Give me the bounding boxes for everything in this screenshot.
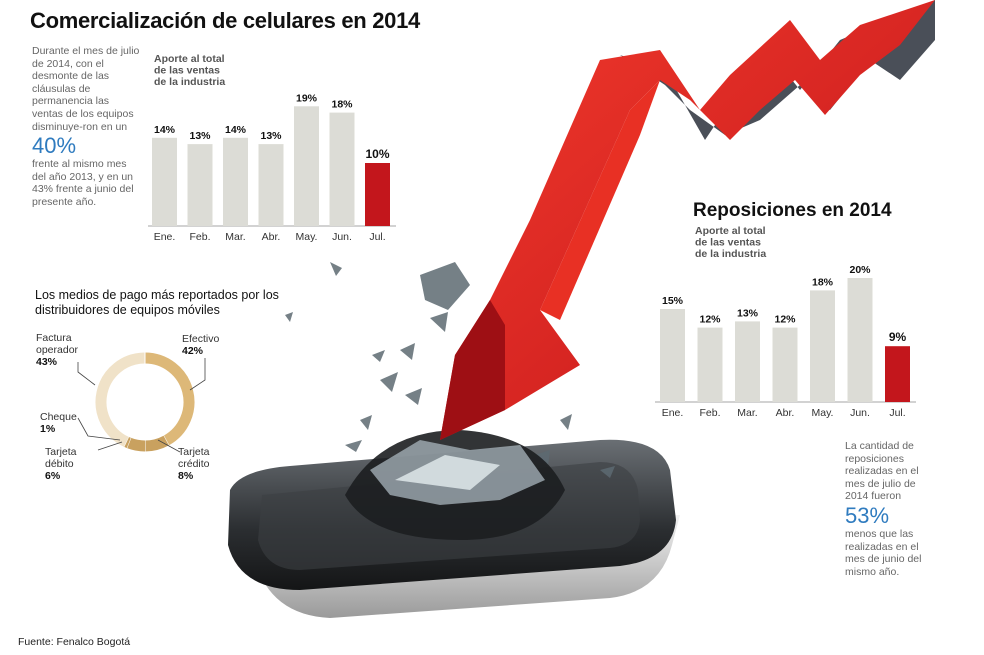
data-label: 14% <box>154 124 176 136</box>
tick-label: Abr. <box>262 231 281 243</box>
glass-shards-icon <box>285 262 615 478</box>
reposiciones-paragraph: La cantidad de reposiciones realizadas e… <box>845 440 925 578</box>
tick-label: May. <box>812 407 834 419</box>
bar-mar <box>735 321 760 402</box>
page-title: Comercialización de celulares en 2014 <box>30 8 420 33</box>
intro-paragraph: Durante el mes de julio de 2014, con el … <box>32 45 142 209</box>
chart-title-line: de la industria <box>154 76 225 88</box>
tick-label: Feb. <box>189 231 210 243</box>
repo-text-after: menos que las realizadas en el mes de ju… <box>845 527 922 578</box>
label-factura-value: 43% <box>36 356 58 368</box>
label-cheque-value: 1% <box>40 423 56 435</box>
data-label: 18% <box>331 99 353 111</box>
tick-label: Ene. <box>662 407 684 419</box>
data-label: 9% <box>889 330 907 344</box>
tick-label: Mar. <box>737 407 757 419</box>
data-label: 13% <box>737 307 759 319</box>
slice-efectivo <box>144 352 195 446</box>
label-debito-value: 6% <box>45 470 61 482</box>
chart-title-line: Aporte al total <box>695 225 766 237</box>
label-cheque: Cheque 1% <box>40 411 90 435</box>
bar-mar <box>223 137 248 226</box>
bar-may <box>294 106 319 226</box>
label-efectivo-name: Efectivo <box>182 333 220 345</box>
bar-ene <box>152 137 177 226</box>
source-note: Fuente: Fenalco Bogotá <box>18 636 131 648</box>
label-efectivo: Efectivo 42% <box>182 333 242 357</box>
slice-tarjeta-débito <box>126 437 146 452</box>
data-label: 15% <box>662 295 684 307</box>
tick-label: Jun. <box>850 407 870 419</box>
data-label: 12% <box>699 314 721 326</box>
label-credito-value: 8% <box>178 470 194 482</box>
label-efectivo-value: 42% <box>182 345 204 357</box>
intro-big-value: 40% <box>32 133 77 159</box>
label-factura: Factura operador 43% <box>36 332 106 368</box>
label-cheque-name: Cheque <box>40 411 77 423</box>
data-label: 10% <box>365 147 389 161</box>
data-label: 13% <box>260 130 282 142</box>
tick-label: Jul. <box>889 407 905 419</box>
intro-text-after: frente al mismo mes del año 2013, y en u… <box>32 158 134 208</box>
label-credito-name: Tarjeta crédito <box>178 446 210 470</box>
tick-label: May. <box>296 231 318 243</box>
data-label: 12% <box>774 314 796 326</box>
bar-feb <box>697 327 723 402</box>
data-label: 18% <box>812 276 834 288</box>
bar-abr <box>772 327 798 402</box>
bar-feb <box>187 144 213 226</box>
repo-big-value: 53% <box>845 502 890 528</box>
repo-text-before: La cantidad de reposiciones realizadas e… <box>845 440 919 503</box>
data-label: 13% <box>189 130 211 142</box>
reposiciones-title: Reposiciones en 2014 <box>693 200 892 221</box>
intro-text-before: Durante el mes de julio de 2014, con el … <box>32 45 140 133</box>
tick-label: Feb. <box>699 407 720 419</box>
label-credito: Tarjeta crédito 8% <box>178 446 228 482</box>
chart-title-line: de las ventas <box>695 237 761 249</box>
impact-crater-icon <box>345 430 565 540</box>
bar-may <box>810 290 835 402</box>
data-label: 14% <box>225 124 247 136</box>
data-label: 20% <box>849 264 871 276</box>
bar-jun <box>329 112 355 226</box>
bar-jul <box>885 346 910 402</box>
bar-ene <box>660 309 685 402</box>
slice-factura-operador <box>95 352 146 447</box>
chart-title-line: de la industria <box>695 248 766 260</box>
tick-label: Ene. <box>154 231 176 243</box>
tick-label: Mar. <box>225 231 245 243</box>
payment-title: Los medios de pago más reportados por lo… <box>35 288 279 317</box>
tick-label: Abr. <box>776 407 795 419</box>
bar-jul <box>365 163 390 226</box>
falling-arrow-icon <box>440 0 935 440</box>
chart-title-line: Aporte al total <box>154 53 225 65</box>
label-factura-name: Factura operador <box>36 332 79 356</box>
tick-label: Jul. <box>369 231 385 243</box>
chart-title-line: de las ventas <box>154 65 220 77</box>
data-label: 19% <box>296 92 318 104</box>
bar-abr <box>258 144 284 226</box>
tick-label: Jun. <box>332 231 352 243</box>
label-debito: Tarjeta débito 6% <box>45 446 100 482</box>
slice-tarjeta-crédito <box>144 435 169 452</box>
bar-jun <box>847 278 873 402</box>
label-debito-name: Tarjeta débito <box>45 446 77 470</box>
